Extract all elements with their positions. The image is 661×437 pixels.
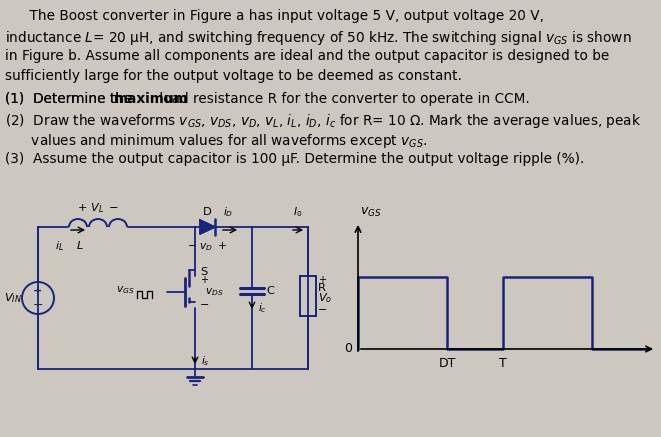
Text: inductance $\it{L}$= 20 μH, and switching frequency of 50 kHz. The switching sig: inductance $\it{L}$= 20 μH, and switchin… (5, 29, 632, 47)
Text: $V_{IN}$: $V_{IN}$ (4, 291, 22, 305)
Text: $i_D$: $i_D$ (223, 205, 233, 219)
Text: $I_0$: $I_0$ (293, 205, 303, 219)
Text: S: S (200, 267, 208, 277)
Text: $+\ V_L\ -$: $+\ V_L\ -$ (77, 201, 119, 215)
Text: DT: DT (438, 357, 455, 370)
Text: +: + (200, 275, 208, 285)
Text: (3)  Assume the output capacitor is 100 μF. Determine the output voltage ripple : (3) Assume the output capacitor is 100 μ… (5, 152, 584, 166)
Text: (2)  Draw the waveforms $v_{GS}$, $v_{DS}$, $v_D$, $v_L$, $i_L$, $i_D$, $i_c$ fo: (2) Draw the waveforms $v_{GS}$, $v_{DS}… (5, 112, 641, 130)
Text: in Figure b. Assume all components are ideal and the output capacitor is designe: in Figure b. Assume all components are i… (5, 49, 609, 63)
Text: (1)  Determine the maximum load resistance R for the converter to operate in CCM: (1) Determine the maximum load resistanc… (5, 92, 581, 106)
Polygon shape (200, 220, 215, 234)
Text: $i_c$: $i_c$ (258, 301, 267, 315)
Text: (1)  Determine the: (1) Determine the (5, 92, 137, 106)
Text: load resistance R for the converter to operate in CCM.: load resistance R for the converter to o… (155, 92, 530, 106)
Text: −: − (200, 300, 210, 310)
Text: $i_s$: $i_s$ (201, 354, 210, 368)
Text: $-\ v_D\ +$: $-\ v_D\ +$ (187, 240, 227, 253)
Text: $v_{GS}$: $v_{GS}$ (360, 206, 381, 219)
Text: −: − (318, 305, 327, 315)
Text: $i_L$: $i_L$ (56, 239, 65, 253)
Text: R: R (318, 283, 326, 293)
Text: values and minimum values for all waveforms except $v_{GS}$.: values and minimum values for all wavefo… (5, 132, 428, 150)
Text: (1)  Determine the ​​​​​​​​​​​​​​​maximum load resistance R for the converter to: (1) Determine the ​​​​​​​​​​​​​​​maximum… (5, 92, 581, 106)
Text: $v_{GS}$: $v_{GS}$ (116, 284, 135, 296)
Text: $L$: $L$ (76, 239, 84, 251)
Text: $v_{DS}$: $v_{DS}$ (205, 286, 223, 298)
Text: +: + (318, 275, 326, 285)
Text: C: C (266, 286, 274, 296)
Text: (1)  Determine the: (1) Determine the (5, 92, 137, 106)
Text: maximum: maximum (114, 92, 188, 106)
Text: The Boost converter in Figure a has input voltage 5 V, output voltage 20 V,: The Boost converter in Figure a has inpu… (12, 9, 544, 23)
Text: D: D (203, 207, 212, 217)
Text: T: T (499, 357, 507, 370)
Text: 0: 0 (344, 343, 352, 356)
Text: $V_o$: $V_o$ (318, 291, 332, 305)
Text: −: − (33, 298, 43, 312)
Text: sufficiently large for the output voltage to be deemed as constant.: sufficiently large for the output voltag… (5, 69, 462, 83)
Bar (300, 276, 316, 316)
Text: +: + (33, 286, 42, 296)
